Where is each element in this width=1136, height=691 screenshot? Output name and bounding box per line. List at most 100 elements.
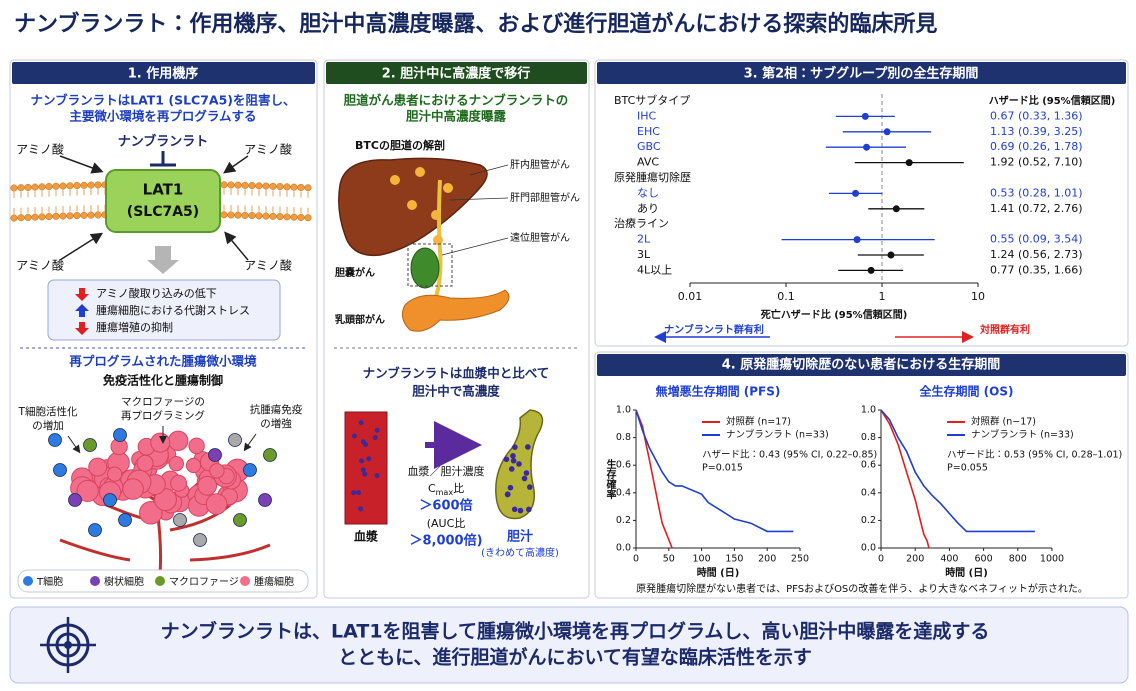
- x-tick-label: 600: [975, 554, 993, 565]
- immune-cell: [173, 513, 187, 527]
- lipid-head: [262, 212, 270, 220]
- point-estimate: [905, 159, 913, 167]
- tumor-site: [390, 175, 400, 185]
- drug-molecule: [517, 507, 524, 514]
- y-tick-label: 0.8: [861, 432, 876, 443]
- drug-molecule: [510, 457, 517, 464]
- lipid-head: [31, 213, 39, 221]
- callout-arrow: [243, 433, 257, 452]
- value-label: 1.92 (0.52, 7.10): [990, 156, 1083, 169]
- drug-molecule: [507, 484, 514, 491]
- arrow: [59, 232, 104, 261]
- cmax-label: Cmax比: [428, 482, 464, 497]
- leader: [469, 164, 509, 176]
- conclusion-box: [9, 606, 1129, 684]
- lipid-head: [59, 182, 67, 190]
- lipid-head: [94, 181, 102, 189]
- callout: 抗腫瘍免疫: [250, 403, 303, 416]
- point-estimate: [883, 128, 891, 136]
- arrow: [223, 155, 249, 174]
- point-estimate: [887, 251, 895, 259]
- drug-molecule: [511, 506, 518, 513]
- site-label: 遠位胆管がん: [510, 231, 570, 244]
- site-label: 乳頭部がん: [335, 313, 385, 326]
- value-label: 0.69 (0.26, 1.78): [990, 140, 1083, 153]
- drug-molecule: [356, 490, 362, 496]
- callout: の増強: [260, 417, 292, 430]
- point-estimate: [853, 236, 861, 244]
- drug-molecule: [512, 444, 518, 450]
- anatomy-title: BTCの胆道の解剖: [355, 138, 445, 152]
- drug-molecule: [508, 466, 515, 472]
- lipid-head: [73, 181, 81, 190]
- pancreas: [401, 289, 510, 332]
- y-tick-label: 1.0: [861, 405, 876, 416]
- x-tick-label: 800: [1009, 554, 1027, 565]
- row-label: 3L: [637, 248, 651, 261]
- legend-text: 腫瘍細胞: [254, 575, 294, 588]
- lipid-head: [290, 213, 298, 221]
- y-tick-label: 0.0: [861, 543, 876, 554]
- legend-text: ナンブランラト (n=33): [726, 429, 829, 441]
- survival-curve: [880, 409, 930, 549]
- section-title: 再プログラムされた腫瘍微小環境: [69, 354, 257, 369]
- column-header: ハザード比 (95%信頼区間): [989, 94, 1116, 107]
- immune-cell: [208, 448, 222, 462]
- y-tick-label: 0.4: [616, 487, 631, 498]
- annotation: P=0.015: [702, 463, 743, 474]
- annotation: P=0.055: [947, 463, 988, 474]
- x-axis-label: 時間 (日): [945, 566, 988, 579]
- immune-cell: [233, 513, 247, 527]
- legend-text: T細胞: [36, 575, 63, 588]
- panel-title: 1. 作用機序: [128, 66, 199, 82]
- drug-molecule: [523, 470, 530, 476]
- effect-arrow: [75, 288, 89, 301]
- lipid-head: [94, 211, 102, 219]
- survival-curve: [635, 409, 794, 533]
- tumor-site: [443, 183, 453, 193]
- auc-label: (AUC比: [427, 517, 466, 530]
- arrow: [224, 231, 249, 261]
- cmax-suffix: 比: [453, 482, 464, 495]
- drug-molecule: [358, 506, 364, 512]
- lipid-head: [220, 211, 228, 219]
- bile-note: (きわめて高濃度): [481, 546, 559, 559]
- immune-cell: [53, 463, 67, 477]
- lipid-head: [17, 184, 25, 192]
- tumor-cell: [107, 466, 123, 482]
- lipid-head: [10, 214, 18, 222]
- x-tick-label: 10: [971, 290, 985, 303]
- legend-text: 対照群 (n=17): [726, 416, 791, 428]
- group-label: BTCサブタイプ: [614, 93, 690, 107]
- down-arrow: [147, 246, 179, 274]
- claim: 胆汁中で高濃度: [412, 384, 500, 399]
- chart-title: 無増悪生存期間 (PFS): [656, 384, 781, 399]
- point-estimate: [852, 189, 860, 197]
- panel-3-header: [597, 62, 1126, 84]
- point-estimate: [867, 266, 875, 274]
- tumor-cell: [154, 488, 177, 512]
- lipid-head: [276, 183, 284, 191]
- lipid-head: [17, 214, 25, 222]
- drug-molecule: [503, 456, 510, 463]
- tumor-cell: [170, 474, 188, 492]
- lipid-head: [283, 183, 291, 191]
- ratio-label: 血漿／胆汁濃度: [408, 464, 485, 478]
- panel-3: [594, 59, 1129, 347]
- row-label: GBC: [637, 140, 661, 153]
- x-tick-label: 1: [879, 290, 886, 303]
- arrow: [59, 155, 104, 174]
- tumor-site: [415, 167, 425, 177]
- immune-cell: [243, 463, 257, 477]
- lipid-head: [255, 182, 263, 190]
- lipid-head: [304, 184, 312, 192]
- immune-cell: [228, 433, 242, 447]
- callout: T細胞活性化: [18, 405, 78, 418]
- immune-cell: [258, 493, 272, 507]
- panel-4: [594, 351, 1129, 599]
- immune-cell: [68, 493, 82, 507]
- tumor-cell: [168, 455, 185, 472]
- callout: マクロファージの: [121, 396, 205, 408]
- amino-acid-label: アミノ酸: [16, 143, 64, 157]
